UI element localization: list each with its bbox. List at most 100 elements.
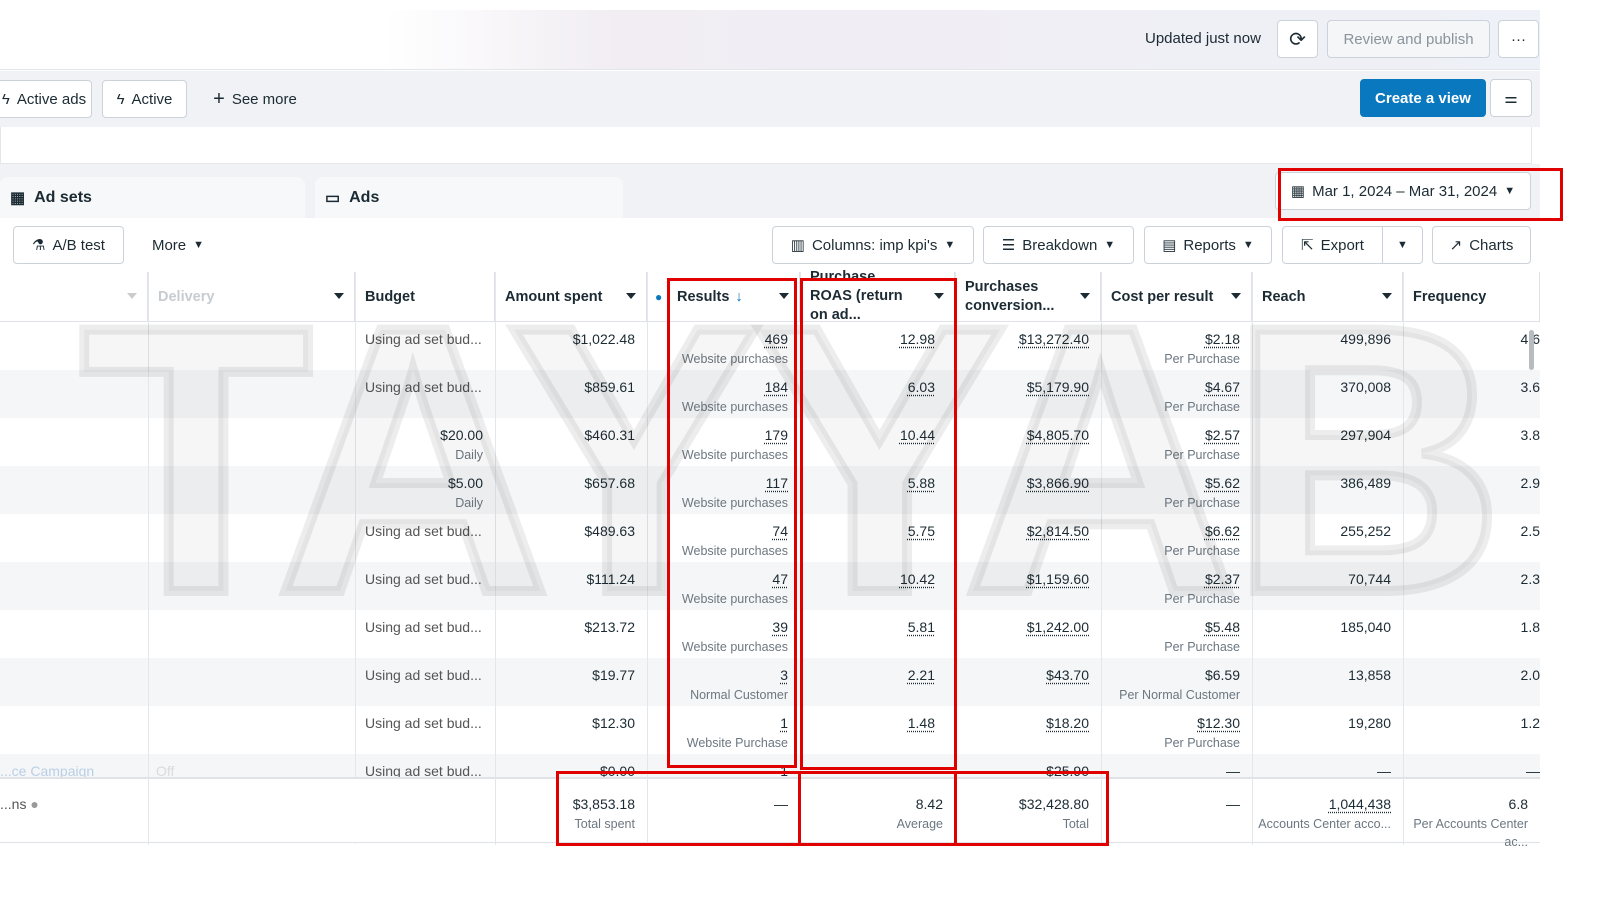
review-publish-button[interactable]: Review and publish [1327, 20, 1490, 58]
cell-purchases-conversion[interactable]: $18.20 [955, 706, 1101, 754]
cell-cost-per-result[interactable]: $2.37 Per Purchase [1101, 562, 1252, 610]
cell-purchase-roas[interactable]: 5.75 [800, 514, 955, 562]
cell-budget: Using ad set bud... [355, 754, 495, 778]
cell-cost-per-result[interactable]: $6.62 Per Purchase [1101, 514, 1252, 562]
table-row[interactable]: Using ad set bud... $213.72 39 Website purc… [0, 610, 1540, 658]
charts-button[interactable]: ↗ Charts [1432, 226, 1531, 264]
cell-purchases-conversion[interactable]: $1,242.00 [955, 610, 1101, 658]
sort-caret-icon[interactable] [779, 293, 789, 299]
column-divider[interactable] [355, 272, 356, 844]
cell-purchases-conversion[interactable]: $1,159.60 [955, 562, 1101, 610]
table-row[interactable]: Using ad set bud... $489.63 74 Website purc… [0, 514, 1540, 562]
tab-ads[interactable]: ▭ Ads [315, 177, 623, 218]
view-settings-button[interactable]: ⚌ [1490, 79, 1532, 117]
column-divider[interactable] [495, 272, 496, 844]
column-divider[interactable] [1252, 272, 1253, 844]
cell-purchases-conversion[interactable]: $25.90 [955, 754, 1101, 778]
column-header-label: Purchase ROAS (return on ad... [810, 269, 903, 323]
cell-frequency: 3.8 [1403, 418, 1540, 466]
column-divider[interactable] [647, 272, 648, 844]
cell-results[interactable]: 1 [647, 754, 800, 778]
cell-name[interactable]: ...ce Campaign [0, 754, 148, 778]
column-header-reach[interactable]: Reach [1252, 272, 1403, 322]
vertical-scrollbar[interactable] [1529, 330, 1534, 370]
cell-results[interactable]: 117 Website purchases [647, 466, 800, 514]
cell-results[interactable]: 1 Website Purchase [647, 706, 800, 754]
cell-purchase-roas[interactable]: 6.03 [800, 370, 955, 418]
cell-purchases-conversion[interactable]: $13,272.40 [955, 322, 1101, 370]
search-area[interactable] [0, 127, 1532, 164]
cell-purchases-conversion[interactable]: $2,814.50 [955, 514, 1101, 562]
table-row[interactable]: $20.00 Daily $460.31 179 Website purchases 10… [0, 418, 1540, 466]
create-view-button[interactable]: Create a view [1360, 79, 1486, 117]
cell-cost-per-result[interactable]: $5.62 Per Purchase [1101, 466, 1252, 514]
column-header-purchase-roas[interactable]: Purchase ROAS (return on ad... [800, 269, 955, 323]
cell-purchase-roas[interactable]: 10.44 [800, 418, 955, 466]
column-header-cost-per-result[interactable]: Cost per result [1101, 272, 1252, 322]
cell-cost-per-result[interactable]: $2.57 Per Purchase [1101, 418, 1252, 466]
cell-results[interactable]: 3 Normal Customer [647, 658, 800, 706]
export-options-button[interactable]: ▼ [1382, 226, 1423, 264]
cell-cost-per-result[interactable]: $4.67 Per Purchase [1101, 370, 1252, 418]
table-row[interactable]: Using ad set bud... $12.30 1 Website Purcha… [0, 706, 1540, 754]
column-divider[interactable] [1101, 272, 1102, 844]
cell-results[interactable]: 184 Website purchases [647, 370, 800, 418]
ab-test-button[interactable]: ⚗ A/B test [13, 226, 124, 264]
purchases-conversion-value: $13,272.40 [1018, 331, 1089, 347]
cell-results[interactable]: 469 Website purchases [647, 322, 800, 370]
amount-spent-value: $0.00 [599, 763, 635, 778]
cell-budget: Using ad set bud... [355, 322, 495, 370]
cell-cost-per-result[interactable]: $2.18 Per Purchase [1101, 322, 1252, 370]
cell-purchases-conversion[interactable]: $5,179.90 [955, 370, 1101, 418]
frequency-value: 2.3 [1520, 571, 1540, 587]
more-options-button[interactable]: ··· [1498, 20, 1539, 58]
column-header-amount-spent[interactable]: Amount spent [495, 272, 647, 322]
see-more-button[interactable]: + See more [200, 80, 310, 118]
cell-purchase-roas[interactable]: 1.48 [800, 706, 955, 754]
sort-caret-icon[interactable] [934, 293, 944, 299]
filter-active[interactable]: ϟ Active [102, 80, 187, 118]
refresh-button[interactable]: ⟳ [1277, 20, 1318, 58]
date-range-picker[interactable]: ▦ Mar 1, 2024 – Mar 31, 2024 ▼ [1275, 172, 1531, 210]
export-button[interactable]: ⇱ Export [1282, 226, 1383, 264]
cell-purchase-roas[interactable]: 5.81 [800, 610, 955, 658]
table-row[interactable]: Using ad set bud... $111.24 47 Website purc… [0, 562, 1540, 610]
sort-caret-icon[interactable] [626, 293, 636, 299]
cell-results[interactable]: 47 Website purchases [647, 562, 800, 610]
tab-ad-sets[interactable]: ▦ Ad sets [0, 177, 305, 218]
sort-caret-icon[interactable] [334, 293, 344, 299]
sort-caret-icon[interactable] [1080, 293, 1090, 299]
column-divider[interactable] [1403, 272, 1404, 844]
cell-results[interactable]: 39 Website purchases [647, 610, 800, 658]
table-row[interactable]: $5.00 Daily $657.68 117 Website purchases 5.8… [0, 466, 1540, 514]
cell-purchases-conversion[interactable]: $3,866.90 [955, 466, 1101, 514]
cell-purchase-roas[interactable]: 2.21 [800, 658, 955, 706]
column-header-name[interactable] [0, 272, 148, 322]
filter-active-ads[interactable]: ϟ Active ads [0, 80, 92, 118]
cell-results[interactable]: 74 Website purchases [647, 514, 800, 562]
cell-purchases-conversion[interactable]: $4,805.70 [955, 418, 1101, 466]
sort-down-icon: ↓ [735, 288, 743, 305]
reports-dropdown[interactable]: ▤ Reports ▼ [1144, 226, 1272, 264]
cell-purchase-roas[interactable]: 12.98 [800, 322, 955, 370]
columns-dropdown[interactable]: ▥ Columns: imp kpi's ▼ [772, 226, 974, 264]
cell-results[interactable]: 179 Website purchases [647, 418, 800, 466]
sort-caret-icon[interactable] [1231, 293, 1241, 299]
column-header-frequency[interactable]: Frequency [1403, 272, 1540, 322]
cell-purchases-conversion[interactable]: $43.70 [955, 658, 1101, 706]
column-header-results[interactable]: ● Results ↓ [647, 272, 800, 322]
cell-cost-per-result[interactable]: $5.48 Per Purchase [1101, 610, 1252, 658]
table-row[interactable]: Using ad set bud... $1,022.48 469 Website p… [0, 322, 1540, 370]
cell-purchase-roas[interactable]: 5.88 [800, 466, 955, 514]
column-divider[interactable] [148, 272, 149, 844]
sort-caret-icon[interactable] [1382, 293, 1392, 299]
table-row[interactable]: Using ad set bud... $19.77 3 Normal Custome… [0, 658, 1540, 706]
cell-purchase-roas[interactable]: 10.42 [800, 562, 955, 610]
breakdown-dropdown[interactable]: ☰ Breakdown ▼ [983, 226, 1134, 264]
column-header-delivery[interactable]: Delivery [148, 272, 355, 322]
more-dropdown[interactable]: More ▼ [138, 226, 218, 264]
cell-cost-per-result[interactable]: $12.30 Per Purchase [1101, 706, 1252, 754]
table-row[interactable]: Using ad set bud... $859.61 184 Website pur… [0, 370, 1540, 418]
column-header-purchases-conversion[interactable]: Purchases conversion... [955, 272, 1101, 322]
column-header-budget[interactable]: Budget [355, 272, 495, 322]
